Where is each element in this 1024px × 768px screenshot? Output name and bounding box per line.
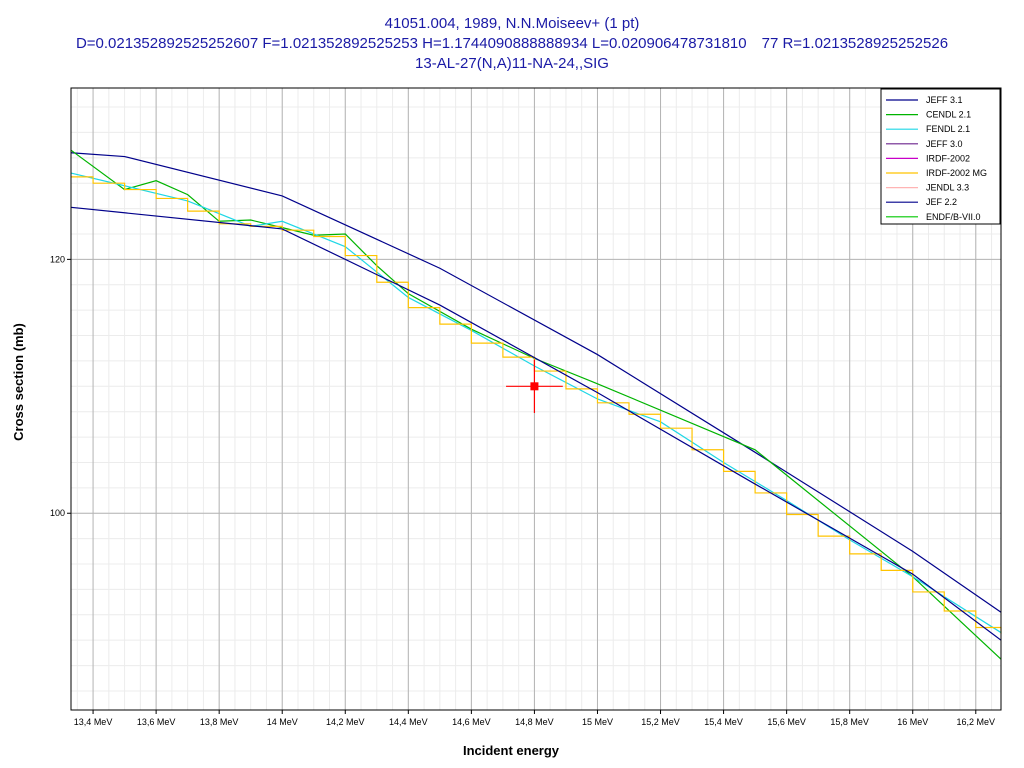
x-tick-label: 16 MeV [897,717,928,727]
x-tick-label: 14 MeV [267,717,298,727]
legend-label: JEFF 3.1 [926,95,963,105]
legend-label: FENDL 2.1 [926,124,970,134]
x-tick-label: 16,2 MeV [957,717,996,727]
x-tick-label: 14,8 MeV [515,717,554,727]
series-line-jeff-3-1 [70,152,1002,613]
legend-label: IRDF-2002 MG [926,168,987,178]
plot-frame [70,87,1002,711]
axis-ticks: 13,4 MeV 13,6 MeV 13,8 MeV 14 MeV 14,2 MeV 14… [50,254,995,727]
legend-box [880,88,1001,225]
x-axis-title: Incident energy [463,743,560,758]
chart-title-line-3: 13-AL-27(N,A)11-NA-24,,SIG [415,55,609,72]
x-tick-label: 14,6 MeV [452,717,491,727]
chart-title-line-1: 41051.004, 1989, N.N.Moiseev+ (1 pt) [385,15,640,32]
x-tick-label: 15,8 MeV [830,717,869,727]
y-tick-label: 100 [50,508,65,518]
y-axis-title: Cross section (mb) [11,323,26,441]
legend-label: IRDF-2002 [926,153,970,163]
x-tick-label: 14,4 MeV [389,717,428,727]
chart-title-line-2: D=0.021352892525252607 F=1.0213528925252… [76,35,948,52]
legend-label: CENDL 2.1 [926,110,971,120]
series-line-jef-2-2 [70,206,1002,641]
x-tick-label: 15,4 MeV [704,717,743,727]
experimental-points [506,359,563,413]
data-point-marker [530,382,539,391]
legend-label: JEFF 3.0 [926,139,963,149]
x-tick-label: 13,6 MeV [137,717,176,727]
series-line-cendl-2-1 [70,149,1002,660]
x-tick-label: 15,6 MeV [767,717,806,727]
x-tick-label: 14,2 MeV [326,717,365,727]
legend: JEFF 3.1 CENDL 2.1 FENDL 2.1 JEFF 3.0 IRDF-2… [880,88,1001,225]
legend-label: ENDF/B-VII.0 [926,212,981,222]
legend-label: JEF 2.2 [926,197,957,207]
x-tick-label: 15 MeV [582,717,613,727]
x-tick-label: 13,8 MeV [200,717,239,727]
y-tick-label: 120 [50,254,65,264]
x-tick-label: 13,4 MeV [74,717,113,727]
x-tick-label: 15,2 MeV [641,717,680,727]
legend-label: JENDL 3.3 [926,183,969,193]
